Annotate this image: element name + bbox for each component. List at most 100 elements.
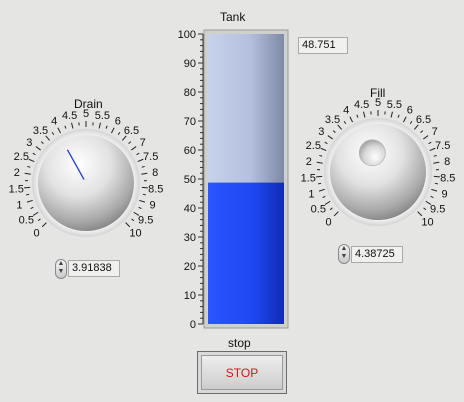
knob-minor-tick (138, 206, 142, 209)
knob-tick-label: 7.5 (435, 140, 450, 152)
knob-minor-tick (117, 132, 121, 136)
knob-major-tick (141, 172, 148, 175)
knob-minor-tick (434, 182, 438, 185)
stop-button[interactable]: STOP (197, 351, 287, 394)
knob-major-tick (363, 111, 366, 118)
knob-tick-label: 2.5 (14, 151, 29, 163)
knob-minor-tick (40, 141, 44, 144)
drain-scale: 00.5 1 1.5 2 2.5 33.54 4.5 5 5.5 66.57 7.5 8 8.5 9 9.5… (9, 108, 164, 239)
knob-major-tick (429, 147, 436, 152)
tank-tick-label: 30 (184, 232, 196, 244)
knob-major-tick (390, 111, 393, 118)
knob-major-tick (32, 211, 39, 216)
tank-tick-label: 90 (184, 58, 196, 70)
knob-minor-tick (27, 165, 31, 168)
knob-minor-tick (131, 218, 135, 222)
knob-tick-label: 10 (421, 216, 433, 228)
knob-minor-tick (64, 125, 67, 129)
knob-tick-label: 6 (115, 116, 121, 128)
knob-major-tick (327, 135, 333, 140)
knob-major-tick (98, 122, 101, 129)
knob-tick-label: 4.5 (354, 99, 369, 111)
knob-minor-tick (51, 132, 55, 136)
knob-tick-label: 9 (150, 200, 156, 212)
knob-major-tick (71, 122, 74, 129)
fill-label: Fill (370, 86, 386, 100)
fill-stepper-icon[interactable]: ▲ ▼ (338, 244, 350, 264)
knob-tick-label: 5 (83, 108, 89, 120)
knob-minor-tick (319, 154, 323, 157)
stop-label: stop (228, 336, 251, 350)
knob-tick-label: 3 (26, 137, 32, 149)
knob-tick-label: 1 (16, 200, 22, 212)
knob-major-tick (121, 135, 127, 141)
knob-minor-tick (30, 206, 34, 209)
drain-stepper-icon[interactable]: ▲ ▼ (55, 259, 67, 279)
knob-major-tick (324, 200, 331, 205)
tank-value-display: 48.751 (298, 37, 348, 54)
fill-value-input[interactable]: 4.38725 (351, 246, 403, 263)
knob-tick-label: 3.5 (33, 125, 48, 137)
knob-tick-label: 7 (432, 126, 438, 138)
knob-tick-label: 9 (442, 189, 448, 201)
knob-major-tick (318, 188, 325, 192)
knob-minor-tick (141, 165, 145, 168)
knob-tick-label: 0 (325, 216, 331, 228)
knob-minor-tick (423, 207, 427, 211)
knob-minor-tick (329, 207, 333, 211)
tank-tick-label: 0 (190, 319, 196, 331)
knob-major-tick (425, 200, 432, 205)
knob-tick-label: 4 (343, 105, 349, 117)
knob-tick-label: 5.5 (95, 110, 110, 122)
knob-tick-label: 10 (129, 227, 141, 239)
knob-tick-label: 8 (444, 156, 450, 168)
knob-tick-label: 0 (33, 227, 39, 239)
knob-minor-tick (343, 121, 347, 125)
tank-label: Tank (220, 10, 246, 24)
knob-minor-tick (409, 121, 413, 125)
knob-tick-label: 3.5 (325, 114, 340, 126)
knob-tick-label: 1.5 (9, 183, 24, 195)
knob-tick-label: 7.5 (143, 151, 158, 163)
tank-tick-label: 100 (178, 29, 196, 41)
knob-major-tick (24, 172, 31, 175)
tank-fill-level (208, 182, 284, 324)
knob-major-tick (41, 222, 47, 228)
knob-major-tick (417, 211, 423, 217)
knob-minor-tick (136, 152, 140, 156)
knob-major-tick (431, 188, 438, 192)
knob-tick-label: 0.5 (311, 204, 326, 216)
knob-tick-label: 2 (14, 167, 20, 179)
drain-value-input[interactable]: 3.91838 (68, 260, 120, 277)
knob-major-tick (423, 135, 429, 140)
knob-major-tick (133, 211, 140, 216)
knob-tick-label: 2 (306, 156, 312, 168)
knob-tick-label: 1 (308, 189, 314, 201)
tank-tick-label: 70 (184, 116, 196, 128)
knob-tick-label: 5 (375, 97, 381, 109)
tank-scale: 0 10 20 30 40 50 60 70 80 90 100 (178, 29, 204, 331)
knob-minor-tick (105, 125, 108, 129)
knob-major-tick (45, 135, 51, 141)
knob-tick-label: 4.5 (62, 110, 77, 122)
tank-tick-label: 50 (184, 174, 196, 186)
knob-tick-label: 2.5 (306, 140, 321, 152)
knob-tick-label: 8.5 (440, 172, 455, 184)
knob-tick-label: 8 (152, 167, 158, 179)
knob-major-tick (26, 199, 33, 203)
fill-knob-body (330, 124, 426, 220)
knob-minor-tick (322, 195, 326, 198)
knob-minor-tick (356, 114, 359, 118)
knob-major-tick (349, 116, 354, 123)
knob-minor-tick (32, 152, 36, 156)
tank-tick-label: 80 (184, 87, 196, 99)
knob-major-tick (35, 146, 41, 151)
knob-tick-label: 4 (51, 116, 57, 128)
knob-minor-tick (332, 130, 336, 133)
knob-minor-tick (26, 193, 30, 196)
knob-minor-tick (397, 114, 400, 118)
